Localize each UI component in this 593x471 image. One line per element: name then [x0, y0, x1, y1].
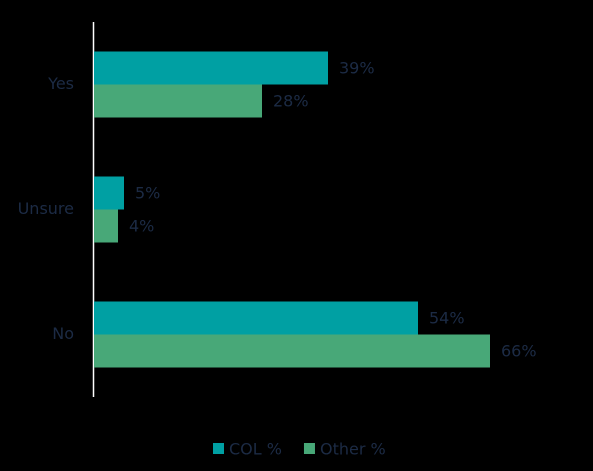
value-label: 66% [501, 342, 537, 361]
bar [94, 334, 490, 368]
value-label: 54% [429, 309, 465, 328]
legend-label: Other % [320, 440, 386, 459]
bar [94, 176, 124, 210]
bar [94, 84, 262, 118]
legend-label: COL % [229, 440, 282, 459]
value-label: 5% [135, 184, 160, 203]
y-tick-label: Yes [47, 74, 74, 93]
bar [94, 209, 118, 243]
y-tick-label: Unsure [18, 199, 74, 218]
value-label: 39% [339, 59, 375, 78]
bar [94, 51, 328, 85]
legend-swatch [303, 443, 315, 454]
value-label: 28% [273, 92, 309, 111]
y-tick-label: No [52, 324, 74, 343]
bar [94, 301, 418, 335]
legend-swatch [213, 443, 224, 454]
value-label: 4% [129, 217, 154, 236]
